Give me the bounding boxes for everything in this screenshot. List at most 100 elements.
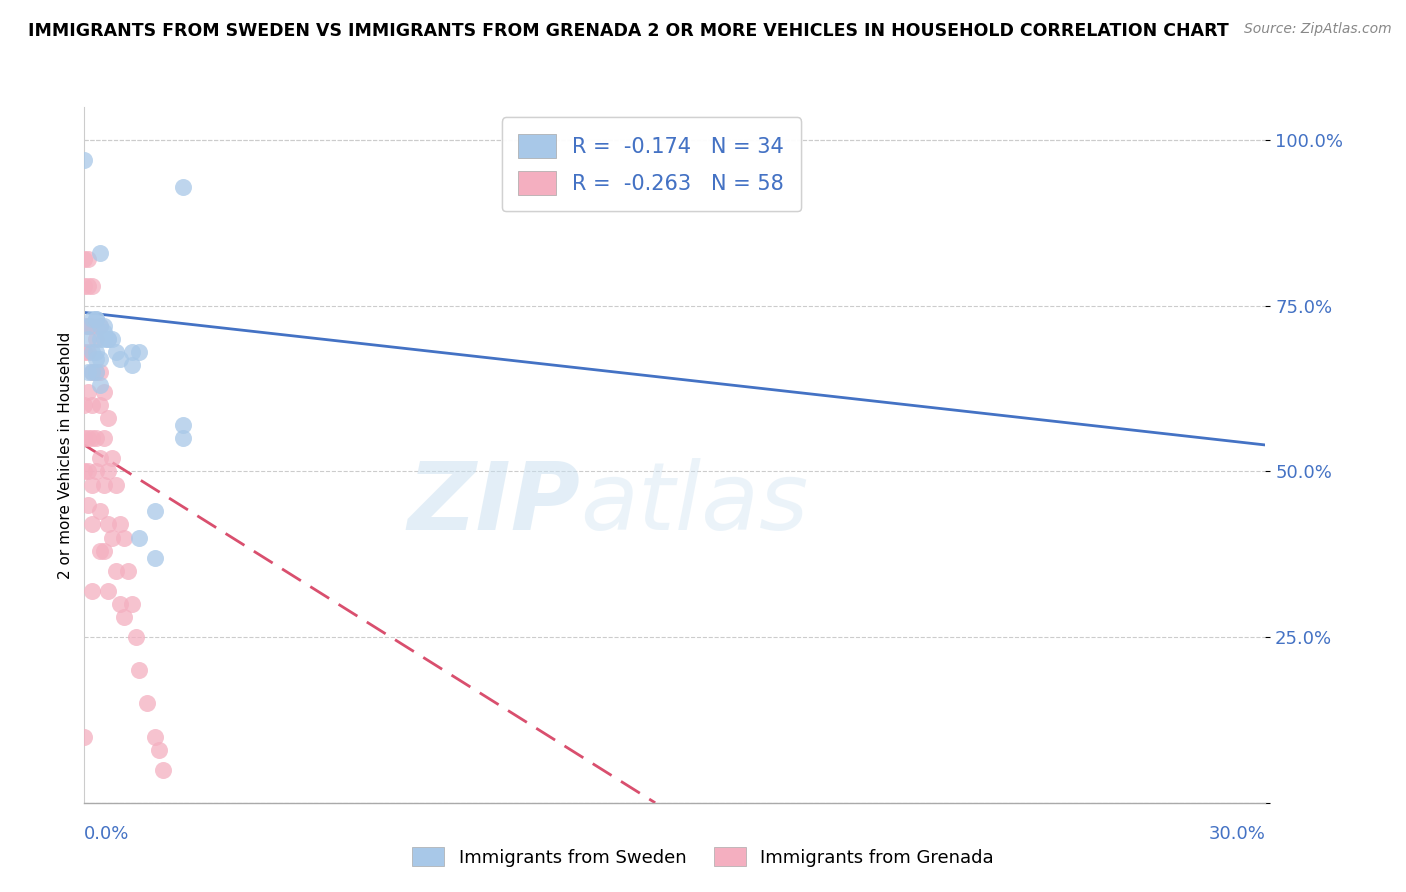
Point bbox=[77, 318, 100, 333]
Point bbox=[77, 345, 100, 359]
Point bbox=[89, 544, 111, 558]
Point bbox=[89, 318, 111, 333]
Point bbox=[89, 332, 111, 346]
Point bbox=[101, 332, 124, 346]
Point bbox=[77, 365, 100, 379]
Point bbox=[73, 279, 96, 293]
Point bbox=[84, 365, 107, 379]
Point bbox=[108, 517, 131, 532]
Point bbox=[97, 583, 120, 598]
Point bbox=[128, 345, 150, 359]
Point bbox=[97, 411, 120, 425]
Point bbox=[104, 477, 127, 491]
Point bbox=[97, 465, 120, 479]
Point bbox=[89, 351, 111, 366]
Point bbox=[93, 477, 115, 491]
Point bbox=[89, 378, 111, 392]
Point bbox=[82, 398, 104, 412]
Legend: Immigrants from Sweden, Immigrants from Grenada: Immigrants from Sweden, Immigrants from … bbox=[405, 840, 1001, 874]
Point bbox=[89, 245, 111, 260]
Point bbox=[77, 465, 100, 479]
Point bbox=[143, 730, 166, 744]
Point bbox=[89, 504, 111, 518]
Point bbox=[152, 763, 174, 777]
Point bbox=[89, 318, 111, 333]
Point bbox=[108, 597, 131, 611]
Point bbox=[82, 517, 104, 532]
Point bbox=[112, 610, 135, 624]
Text: atlas: atlas bbox=[581, 458, 808, 549]
Point bbox=[121, 359, 143, 373]
Text: 0.0%: 0.0% bbox=[84, 825, 129, 843]
Point bbox=[128, 531, 150, 545]
Point bbox=[104, 564, 127, 578]
Point bbox=[97, 517, 120, 532]
Point bbox=[84, 312, 107, 326]
Point bbox=[77, 332, 100, 346]
Text: ZIP: ZIP bbox=[408, 458, 581, 549]
Point bbox=[77, 252, 100, 267]
Point bbox=[77, 384, 100, 399]
Point bbox=[84, 465, 107, 479]
Point bbox=[73, 345, 96, 359]
Text: Source: ZipAtlas.com: Source: ZipAtlas.com bbox=[1244, 22, 1392, 37]
Point bbox=[84, 431, 107, 445]
Point bbox=[73, 465, 96, 479]
Point bbox=[84, 345, 107, 359]
Point bbox=[136, 697, 159, 711]
Point bbox=[82, 365, 104, 379]
Point bbox=[97, 332, 120, 346]
Point bbox=[121, 345, 143, 359]
Point bbox=[93, 318, 115, 333]
Legend: R =  -0.174   N = 34, R =  -0.263   N = 58: R = -0.174 N = 34, R = -0.263 N = 58 bbox=[502, 118, 801, 211]
Point bbox=[124, 630, 146, 644]
Point bbox=[143, 504, 166, 518]
Point bbox=[82, 431, 104, 445]
Point bbox=[117, 564, 139, 578]
Point bbox=[73, 730, 96, 744]
Point bbox=[143, 550, 166, 565]
Point bbox=[148, 743, 170, 757]
Point bbox=[84, 312, 107, 326]
Point bbox=[128, 663, 150, 677]
Point bbox=[93, 544, 115, 558]
Text: IMMIGRANTS FROM SWEDEN VS IMMIGRANTS FROM GRENADA 2 OR MORE VEHICLES IN HOUSEHOL: IMMIGRANTS FROM SWEDEN VS IMMIGRANTS FRO… bbox=[28, 22, 1229, 40]
Point bbox=[77, 498, 100, 512]
Point bbox=[84, 332, 107, 346]
Point bbox=[97, 332, 120, 346]
Point bbox=[73, 431, 96, 445]
Point bbox=[82, 312, 104, 326]
Point bbox=[172, 179, 194, 194]
Point bbox=[82, 477, 104, 491]
Point bbox=[172, 418, 194, 433]
Point bbox=[89, 365, 111, 379]
Point bbox=[89, 451, 111, 466]
Y-axis label: 2 or more Vehicles in Household: 2 or more Vehicles in Household bbox=[58, 331, 73, 579]
Point bbox=[77, 431, 100, 445]
Point bbox=[93, 332, 115, 346]
Point bbox=[93, 384, 115, 399]
Point bbox=[121, 597, 143, 611]
Point bbox=[101, 451, 124, 466]
Point bbox=[77, 318, 100, 333]
Point bbox=[84, 351, 107, 366]
Point bbox=[82, 318, 104, 333]
Point bbox=[82, 583, 104, 598]
Point bbox=[172, 431, 194, 445]
Text: 30.0%: 30.0% bbox=[1209, 825, 1265, 843]
Point bbox=[82, 345, 104, 359]
Point bbox=[82, 279, 104, 293]
Point bbox=[112, 531, 135, 545]
Point bbox=[89, 398, 111, 412]
Point bbox=[82, 365, 104, 379]
Point bbox=[93, 326, 115, 340]
Point bbox=[84, 365, 107, 379]
Point bbox=[104, 345, 127, 359]
Point bbox=[77, 279, 100, 293]
Point bbox=[101, 531, 124, 545]
Point bbox=[73, 252, 96, 267]
Point bbox=[73, 398, 96, 412]
Point bbox=[108, 351, 131, 366]
Point bbox=[73, 318, 96, 333]
Point bbox=[93, 431, 115, 445]
